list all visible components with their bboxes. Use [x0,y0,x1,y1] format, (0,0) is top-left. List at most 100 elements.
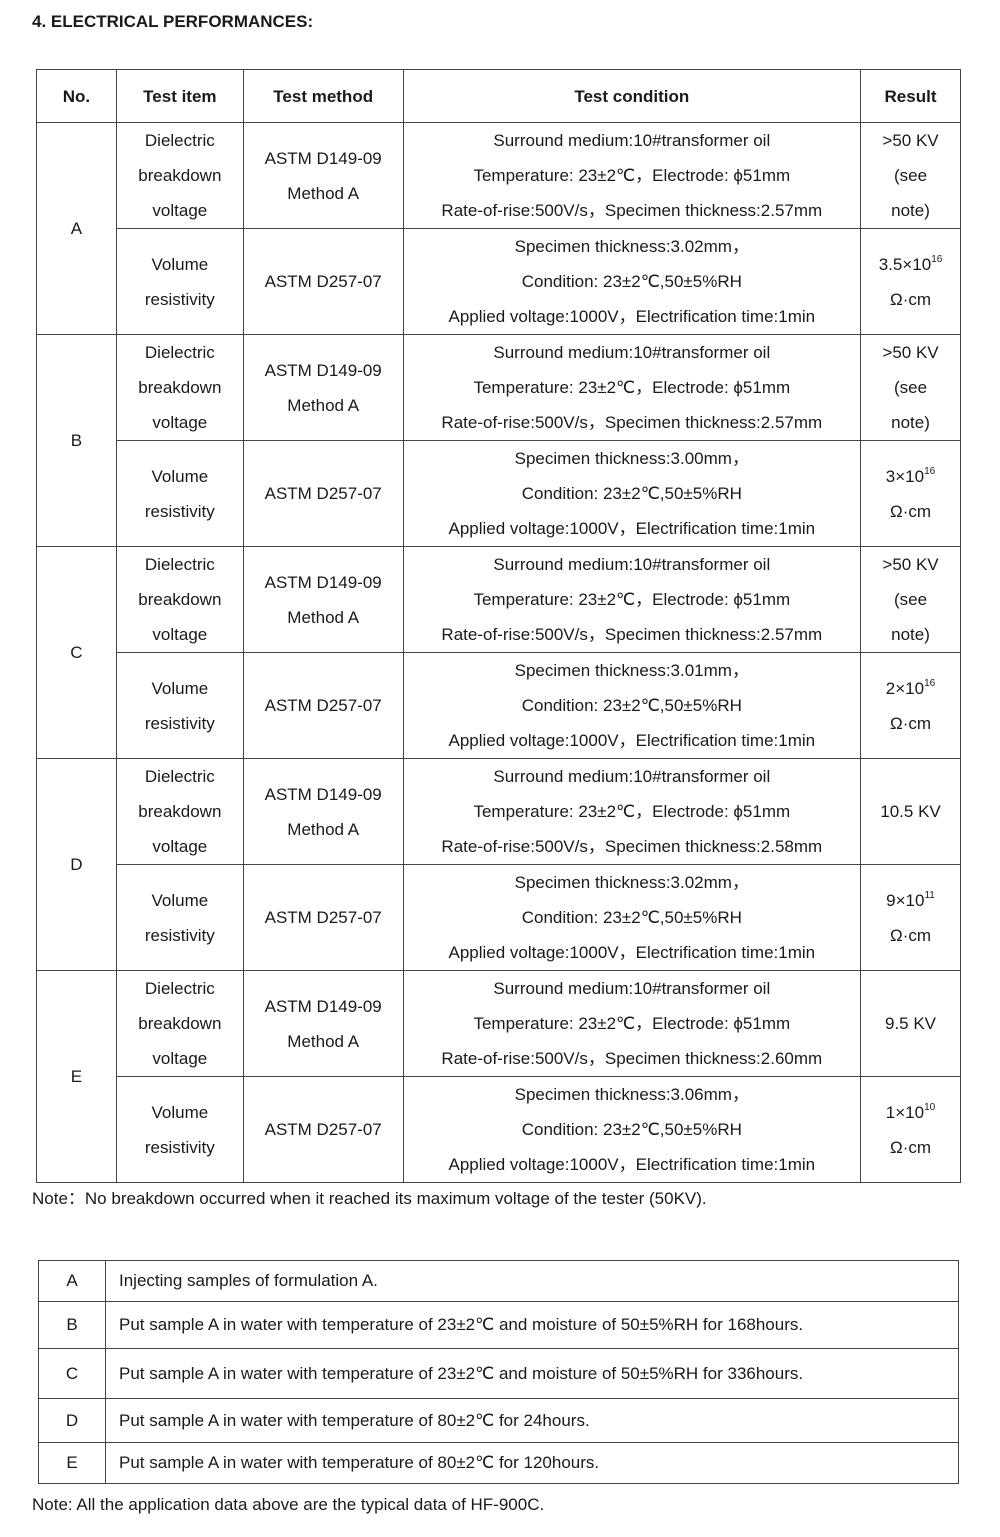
table-row: B Dielectric breakdown voltage ASTM D149-09 M… [36,334,961,547]
result-line: Ω·cm [890,501,932,521]
test-condition-line: Condition: 23±2℃,50±5%RH [521,908,742,927]
table-row: D Dielectric breakdown voltage ASTM D149-09 M… [36,758,961,971]
test-item-cell: Dielectric breakdown voltage [115,546,244,653]
test-item-line: resistivity [144,713,215,733]
test-method-line: ASTM D257-07 [264,696,382,715]
table-row: Volume resistivity ASTM D257-07 Specimen th… [37,864,961,971]
result-line: (see [893,590,928,609]
test-condition-line: Applied voltage:1000V，Electrification ti… [448,1155,816,1174]
test-item-cell: Dielectric breakdown voltage [115,122,244,229]
result-value: >50 KV [861,123,960,158]
result-base: 9×10 [886,890,925,910]
result-exponent: 16 [931,253,943,265]
sample-id: E [36,970,117,1183]
result-base: >50 KV [882,131,939,150]
test-method-cell: ASTM D149-09 Method A [242,970,404,1077]
header-test-condition: Test condition [402,69,862,123]
result-cell: 2×1016 Ω·cm [860,652,961,759]
test-method-line: ASTM D149-09 [264,784,382,804]
test-item-line: Dielectric [144,343,215,362]
legend-key: A [38,1260,106,1302]
test-item-cell: Volume resistivity [115,864,244,971]
test-method-cell: ASTM D257-07 [242,652,404,759]
test-method-cell: ASTM D257-07 [242,440,404,547]
test-item-line: voltage [152,837,208,856]
test-method-cell: ASTM D149-09 Method A [242,122,404,229]
legend-row: C Put sample A in water with temperature … [38,1348,959,1399]
header-test-method: Test method [242,69,404,123]
sample-legend-table: A Injecting samples of formulation A. B Put… [38,1260,959,1484]
result-value: 9.5 KV [861,1006,960,1041]
test-method-line: ASTM D257-07 [264,1120,382,1139]
result-value: 3×1016 [861,459,960,494]
test-method-cell: ASTM D257-07 [242,864,404,971]
test-condition-line: Applied voltage:1000V，Electrification ti… [448,943,816,962]
sample-id: C [36,546,117,759]
test-item-line: voltage [152,625,208,644]
table-row: E Dielectric breakdown voltage ASTM D149-09 M… [36,970,961,1183]
test-condition-cell: Surround medium:10#transformer oil Temper… [402,122,862,229]
test-condition-cell: Specimen thickness:3.02mm， Condition: 23±… [402,864,862,971]
result-base: 1×10 [885,1102,925,1122]
test-method-cell: ASTM D149-09 Method A [242,758,404,865]
result-line: note) [891,201,930,220]
legend-key: E [38,1442,106,1484]
test-method-line: ASTM D257-07 [264,484,382,503]
test-item-line: Volume [151,254,209,274]
test-condition-line: Rate-of-rise:500V/s，Specimen thickness:2… [441,1049,823,1068]
result-line: Ω·cm [890,925,932,945]
result-cell: 3.5×1016 Ω·cm [860,228,961,335]
test-item-line: Volume [151,1102,209,1122]
test-condition-line: Condition: 23±2℃,50±5%RH [521,484,742,503]
test-item-cell: Volume resistivity [115,228,244,335]
result-line: (see [893,166,928,185]
test-condition-line: Applied voltage:1000V，Electrification ti… [448,731,816,750]
result-line: Ω·cm [890,713,932,733]
test-condition-line: Applied voltage:1000V，Electrification ti… [448,519,816,538]
result-line: note) [891,625,930,644]
test-method-line: Method A [287,819,360,839]
test-condition-line: Specimen thickness:3.02mm， [514,873,749,892]
test-item-line: breakdown [138,1014,222,1033]
table-row: Volume resistivity ASTM D257-07 Specimen th… [37,228,961,335]
test-condition-line: Rate-of-rise:500V/s，Specimen thickness:2… [441,625,823,644]
result-cell: >50 KV (see note) [860,122,961,229]
test-condition-cell: Surround medium:10#transformer oil Temper… [402,334,862,441]
test-item-line: voltage [152,1049,208,1068]
test-condition-line: Temperature: 23±2℃，Electrode: ϕ51mm [473,802,791,821]
test-item-line: resistivity [144,925,215,945]
legend-description: Put sample A in water with temperature o… [105,1398,959,1443]
result-cell: >50 KV (see note) [860,334,961,441]
result-exponent: 10 [924,1101,936,1113]
test-condition-line: Specimen thickness:3.06mm， [514,1085,749,1104]
test-item-cell: Dielectric breakdown voltage [115,758,244,865]
test-condition-line: Temperature: 23±2℃，Electrode: ϕ51mm [473,378,791,397]
table-row: Volume resistivity ASTM D257-07 Specimen th… [37,440,961,547]
legend-row: D Put sample A in water with temperature … [38,1398,959,1443]
legend-description: Put sample A in water with temperature o… [105,1348,959,1399]
result-exponent: 16 [924,677,936,689]
test-condition-line: Temperature: 23±2℃，Electrode: ϕ51mm [473,166,791,185]
test-item-cell: Dielectric breakdown voltage [115,334,244,441]
result-cell: >50 KV (see note) [860,546,961,653]
test-method-line: Method A [287,1031,360,1051]
result-value: 2×1016 [861,671,960,706]
section-title: 4. ELECTRICAL PERFORMANCES: [32,12,314,31]
test-condition-line: Surround medium:10#transformer oil [493,555,771,574]
breakdown-note: Note：No breakdown occurred when it reach… [32,1189,707,1208]
test-condition-line: Specimen thickness:3.02mm， [514,237,749,256]
test-condition-cell: Surround medium:10#transformer oil Temper… [402,970,862,1077]
result-value: 3.5×1016 [861,247,960,282]
legend-row: E Put sample A in water with temperature … [38,1442,959,1484]
result-value: 9×1011 [861,883,960,918]
test-method-line: Method A [287,607,360,627]
test-condition-line: Surround medium:10#transformer oil [493,343,771,362]
test-item-line: Dielectric [144,979,215,998]
result-base: >50 KV [882,555,939,574]
result-base: 9.5 KV [884,1014,937,1033]
test-method-line: ASTM D257-07 [264,908,382,927]
table-row: Volume resistivity ASTM D257-07 Specimen th… [37,652,961,759]
test-condition-line: Specimen thickness:3.00mm， [514,449,749,468]
test-method-line: ASTM D149-09 [264,360,382,380]
table-row: Volume resistivity ASTM D257-07 Specimen th… [37,1076,961,1183]
